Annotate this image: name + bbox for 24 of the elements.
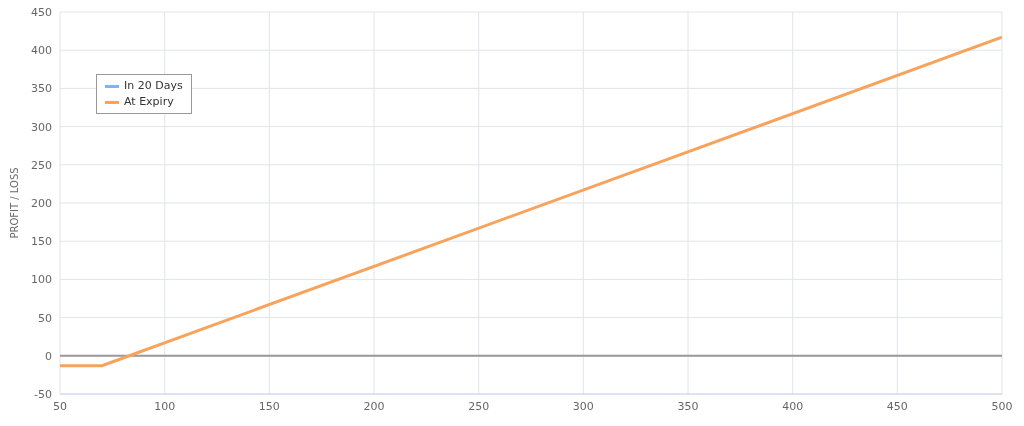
legend-label: At Expiry	[124, 94, 174, 110]
y-tick-label: -50	[34, 387, 52, 401]
x-tick-label: 150	[258, 399, 280, 413]
y-tick-label: 150	[31, 235, 52, 249]
y-tick-label: 100	[31, 273, 52, 287]
x-tick-label: 450	[886, 399, 908, 413]
y-tick-label: 400	[31, 44, 52, 58]
x-tick-label: 200	[363, 399, 385, 413]
x-tick-label: 250	[468, 399, 490, 413]
x-tick-label: 50	[53, 399, 67, 413]
x-tick-label: 400	[782, 399, 804, 413]
y-tick-label: 350	[31, 82, 52, 96]
legend-label: In 20 Days	[124, 78, 183, 94]
x-tick-label: 350	[677, 399, 699, 413]
y-tick-label: 200	[31, 196, 52, 210]
x-tick-label: 100	[154, 399, 176, 413]
x-tick-label: 500	[991, 399, 1013, 413]
y-axis-title: PROFIT / LOSS	[8, 167, 20, 239]
y-tick-label: 450	[31, 5, 52, 19]
y-tick-label: 0	[45, 349, 52, 363]
y-tick-label: 300	[31, 120, 52, 134]
y-tick-label: 50	[38, 311, 52, 325]
y-tick-label: 250	[31, 158, 52, 172]
x-tick-label: 300	[572, 399, 594, 413]
